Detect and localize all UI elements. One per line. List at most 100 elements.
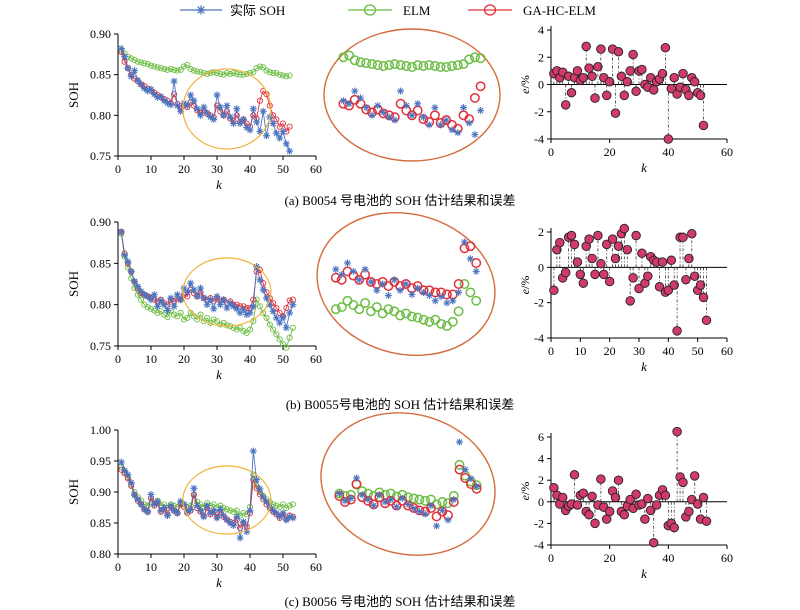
error-point [628, 49, 638, 60]
error-point [590, 269, 600, 280]
zoom-point-elm [454, 459, 465, 470]
x-tick-label: 60 [721, 145, 733, 159]
point-actual [121, 466, 129, 474]
point-actual [282, 140, 290, 148]
zoom-point-ga [471, 258, 482, 268]
point-elm [187, 309, 194, 316]
point-elm [243, 329, 250, 336]
zoom-point-actual [362, 104, 370, 112]
point-actual [164, 307, 171, 314]
x-tick-label: 20 [178, 560, 190, 574]
x-tick-label: 10 [145, 352, 157, 366]
x-tick-label: 40 [244, 560, 256, 574]
y-tick-label: 0 [538, 495, 544, 509]
point-actual [170, 77, 178, 85]
point-actual [286, 309, 294, 317]
zoom-point-actual [433, 522, 441, 530]
point-actual [193, 502, 201, 510]
point-elm [184, 61, 191, 68]
zoom-point-actual [379, 280, 387, 288]
error-point [613, 475, 624, 485]
point-elm [276, 336, 283, 343]
zoom-point-actual [465, 119, 473, 127]
zoom-point-actual [397, 87, 405, 95]
point-actual [173, 291, 181, 299]
x-tick-label: 50 [277, 560, 289, 574]
point-elm [237, 71, 244, 78]
x-tick-label: 20 [178, 352, 190, 366]
error-point [604, 276, 615, 287]
legend-label-actual: 实际 SOH [230, 3, 285, 18]
error-point [657, 257, 668, 267]
zoom-point-elm [453, 306, 464, 317]
zoom-point-ga [365, 276, 376, 287]
point-actual [131, 278, 138, 285]
point-elm [167, 65, 174, 73]
zoom-point-actual [477, 107, 485, 114]
point-actual [256, 485, 264, 493]
zoom-point-actual [425, 292, 433, 299]
zoom-point-ga [408, 503, 419, 513]
y-tick-label: -2 [534, 105, 544, 119]
error-point [701, 516, 712, 526]
point-elm [286, 72, 293, 79]
zoom-point-ga [330, 272, 341, 283]
point-actual [183, 102, 191, 110]
legend-svg: 实际 SOH ELM GA-HC-ELM [180, 3, 596, 18]
zoom-point-elm [420, 495, 431, 506]
y-tick-label: 0.95 [90, 454, 111, 468]
zoom-point-actual [410, 505, 418, 513]
error-point [643, 271, 653, 281]
point-actual [206, 296, 214, 304]
point-actual [233, 305, 241, 313]
point-actual [137, 80, 145, 88]
zoom-point-elm [406, 311, 417, 322]
point-actual [220, 111, 228, 119]
x-tick-label: 60 [721, 344, 733, 358]
point-elm [134, 291, 141, 298]
zoom-point-actual [414, 100, 422, 108]
point-actual [239, 115, 247, 123]
point-elm [164, 314, 171, 321]
point-actual [190, 286, 198, 294]
zoom-point-elm [355, 57, 366, 68]
error-point [669, 280, 679, 290]
point-elm [283, 344, 290, 351]
error-point [631, 86, 641, 97]
x-axis-label: k [216, 177, 222, 192]
point-ga [286, 297, 293, 304]
point-actual [140, 505, 148, 513]
x-tick-label: 20 [604, 145, 616, 159]
point-elm [161, 65, 168, 73]
point-actual [187, 91, 195, 99]
y-tick-label: 0.80 [90, 108, 111, 122]
x-axis-label: k [216, 367, 222, 382]
point-actual [276, 319, 284, 327]
zoom-point-elm [367, 59, 377, 70]
point-elm [134, 58, 141, 65]
error-point [619, 223, 630, 234]
point-actual [220, 296, 228, 304]
x-tick-label: 20 [604, 551, 616, 565]
x-tick-label: 50 [692, 344, 704, 358]
zoom-point-actual [408, 291, 416, 298]
y-tick-label: 0.80 [90, 298, 111, 312]
point-actual [160, 504, 168, 511]
zoom-point-actual [344, 259, 351, 267]
x-tick-label: 30 [633, 344, 645, 358]
zoom-ellipse [320, 412, 496, 556]
point-elm [256, 303, 263, 310]
point-actual [210, 507, 218, 515]
error-point [695, 90, 706, 101]
point-elm [144, 304, 151, 311]
error-point [569, 470, 580, 480]
point-ga [237, 524, 244, 532]
zoom-point-actual [472, 267, 480, 275]
error-point [695, 280, 706, 290]
point-actual [121, 53, 129, 61]
error-point [684, 90, 694, 101]
point-actual [276, 134, 284, 142]
point-actual [134, 495, 142, 503]
zoom-point-elm [414, 494, 425, 505]
series-actual [117, 45, 294, 155]
